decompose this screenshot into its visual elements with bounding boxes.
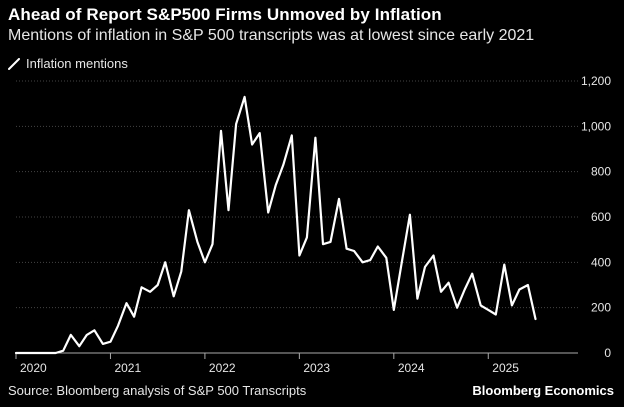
data-point-24 — [204, 261, 206, 263]
chart-title: Ahead of Report S&P500 Firms Unmoved by … — [8, 5, 442, 24]
y-tick-label-3: 600 — [591, 210, 611, 224]
data-point-42 — [345, 248, 348, 250]
data-point-20 — [173, 295, 175, 297]
y-tick-label-1: 200 — [591, 301, 611, 315]
x-tick-label-4: 2024 — [398, 361, 425, 375]
data-point-59 — [480, 304, 482, 306]
data-point-52 — [424, 266, 426, 268]
data-point-31 — [259, 132, 261, 134]
data-point-60 — [487, 309, 489, 311]
data-point-28 — [235, 123, 237, 125]
data-point-49 — [400, 264, 402, 266]
data-point-46 — [377, 245, 379, 248]
data-point-14 — [125, 302, 128, 304]
data-point-57 — [464, 288, 466, 291]
data-point-53 — [432, 254, 435, 257]
data-point-39 — [322, 243, 324, 245]
data-point-50 — [409, 214, 411, 216]
data-point-51 — [416, 298, 419, 300]
data-point-11 — [102, 343, 104, 345]
data-point-40 — [329, 241, 332, 243]
data-point-9 — [86, 334, 88, 336]
x-tick-label-0: 2020 — [20, 361, 47, 375]
y-tick-label-6: 1,200 — [581, 74, 611, 88]
data-point-33 — [275, 184, 277, 186]
line-swatch-icon — [8, 57, 20, 70]
data-point-58 — [471, 273, 473, 275]
data-point-55 — [447, 282, 450, 284]
data-point-25 — [211, 243, 214, 245]
data-point-5 — [55, 352, 57, 354]
data-point-1 — [22, 352, 25, 354]
data-point-56 — [456, 307, 458, 309]
data-point-26 — [220, 130, 222, 132]
data-point-47 — [385, 257, 387, 259]
data-point-35 — [291, 134, 293, 136]
y-tick-label-5: 1,000 — [581, 119, 611, 133]
data-point-27 — [227, 209, 230, 211]
x-tick-label-3: 2023 — [303, 361, 330, 375]
data-point-4 — [46, 352, 48, 354]
data-point-18 — [157, 284, 159, 286]
x-tick-label-5: 2025 — [492, 361, 519, 375]
data-point-64 — [518, 288, 521, 291]
data-point-12 — [109, 341, 112, 343]
data-point-45 — [369, 259, 371, 261]
data-point-44 — [362, 261, 364, 263]
data-point-66 — [534, 318, 537, 320]
data-point-0 — [15, 352, 17, 354]
data-point-65 — [527, 284, 529, 286]
x-tick-label-1: 2021 — [114, 361, 141, 375]
data-point-43 — [353, 250, 355, 252]
x-tick-label-2: 2022 — [209, 361, 236, 375]
data-point-41 — [338, 198, 340, 200]
data-point-61 — [495, 313, 497, 316]
data-point-6 — [62, 350, 64, 352]
data-point-30 — [251, 143, 253, 146]
data-point-13 — [117, 325, 119, 327]
data-point-19 — [164, 261, 166, 263]
data-point-2 — [31, 352, 33, 354]
data-point-15 — [133, 316, 135, 318]
data-point-63 — [511, 304, 513, 306]
y-tick-label-2: 400 — [591, 255, 611, 269]
data-point-7 — [70, 334, 72, 336]
data-point-36 — [298, 254, 300, 257]
data-point-23 — [196, 241, 198, 243]
chart-subtitle: Mentions of inflation in S&P 500 transcr… — [8, 27, 535, 44]
data-point-32 — [267, 211, 269, 214]
data-point-54 — [440, 291, 442, 293]
source-note: Source: Bloomberg analysis of S&P 500 Tr… — [8, 383, 307, 398]
data-point-62 — [503, 264, 505, 266]
data-point-48 — [393, 309, 395, 311]
data-point-29 — [243, 96, 246, 98]
data-point-16 — [141, 286, 143, 288]
series-line-0 — [14, 95, 537, 355]
data-point-8 — [78, 345, 80, 347]
legend-label: Inflation mentions — [26, 56, 128, 71]
data-point-22 — [188, 209, 190, 211]
data-point-10 — [93, 329, 95, 331]
data-point-3 — [39, 352, 41, 354]
data-point-37 — [306, 236, 308, 238]
data-point-17 — [149, 291, 151, 293]
brand-label: Bloomberg Economics — [472, 383, 614, 398]
y-tick-label-4: 800 — [591, 165, 611, 179]
legend: Inflation mentions — [8, 56, 128, 71]
y-tick-label-0: 0 — [604, 346, 611, 360]
data-point-34 — [282, 164, 284, 166]
data-point-38 — [314, 137, 317, 139]
data-point-21 — [180, 270, 182, 272]
